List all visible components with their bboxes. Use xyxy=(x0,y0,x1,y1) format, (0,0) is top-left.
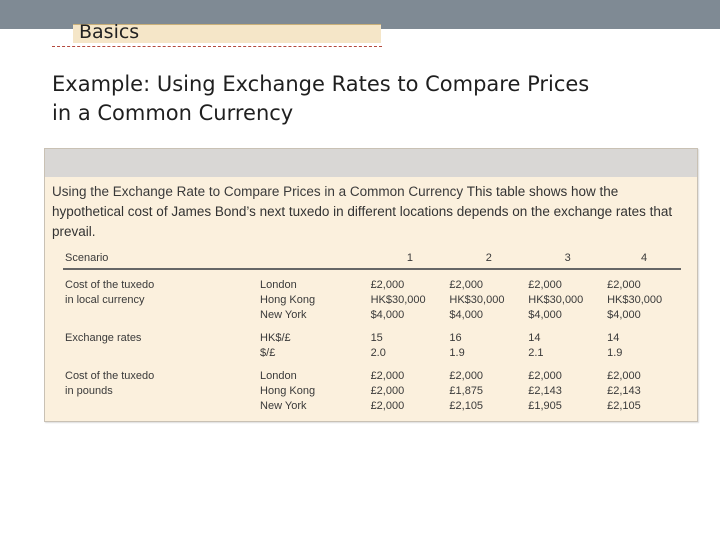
table-row: Cost of the tuxedo London £2,000 £2,000 … xyxy=(63,278,681,293)
table-cell: $4,000 xyxy=(528,309,562,321)
row-label: New York xyxy=(260,400,307,412)
table-cell: £2,000 xyxy=(528,370,562,382)
panel-header-bar xyxy=(45,149,697,177)
table-cell: $4,000 xyxy=(449,309,484,321)
row-label: Hong Kong xyxy=(260,294,316,306)
table-cell: £2,000 xyxy=(370,279,405,291)
row-label: New York xyxy=(260,309,307,321)
table-cell: 2.0 xyxy=(370,347,386,359)
table-cell: 14 xyxy=(528,332,541,344)
table-cell: £2,105 xyxy=(607,400,641,412)
header-location xyxy=(260,250,371,270)
table-cell: 1.9 xyxy=(449,347,465,359)
caption-title: Using the Exchange Rate to Compare Price… xyxy=(52,184,464,199)
table-cell: $4,000 xyxy=(607,309,641,321)
slide-title-line-2: in a Common Currency xyxy=(52,101,294,125)
caption-body: This table shows how the hypothetical co… xyxy=(52,184,673,239)
table-cell: HK$30,000 xyxy=(370,294,426,306)
group-label: Cost of the tuxedo xyxy=(65,279,155,291)
figure-caption: Using the Exchange Rate to Compare Price… xyxy=(52,182,692,242)
table-cell: $4,000 xyxy=(370,309,405,321)
table-cell: HK$30,000 xyxy=(607,294,663,306)
dashed-divider xyxy=(52,46,382,47)
exchange-rate-table: Scenario 1 2 3 4 Cost of the tuxedo Lond… xyxy=(63,250,681,414)
group-label: Exchange rates xyxy=(65,332,142,344)
table-row: New York $4,000 $4,000 $4,000 $4,000 xyxy=(63,308,681,323)
table-row: Exchange rates HK$/£ 15 16 14 14 xyxy=(63,331,681,346)
table-row: $/£ 2.0 1.9 2.1 1.9 xyxy=(63,346,681,361)
table-cell: £2,000 xyxy=(370,385,405,397)
figure-panel: Using the Exchange Rate to Compare Price… xyxy=(44,148,698,422)
table-row: New York £2,000 £2,105 £1,905 £2,105 xyxy=(63,399,681,414)
table-cell: HK$30,000 xyxy=(528,294,584,306)
row-label: Hong Kong xyxy=(260,385,316,397)
table-cell: £2,143 xyxy=(607,385,641,397)
header-scenario-1: 1 xyxy=(370,250,450,270)
table-row: in pounds Hong Kong £2,000 £1,875 £2,143… xyxy=(63,384,681,399)
table-cell: £2,000 xyxy=(449,279,484,291)
group-label: in local currency xyxy=(65,294,145,306)
table-cell: HK$30,000 xyxy=(449,294,505,306)
table-cell: £2,000 xyxy=(607,370,641,382)
row-label: London xyxy=(260,279,297,291)
table-row: Cost of the tuxedo London £2,000 £2,000 … xyxy=(63,369,681,384)
table-cell: £2,000 xyxy=(370,400,405,412)
table-cell: £2,105 xyxy=(449,400,484,412)
table-cell: £2,000 xyxy=(449,370,484,382)
group-label: in pounds xyxy=(65,385,113,397)
table-cell: 1.9 xyxy=(607,347,623,359)
table-header-row: Scenario 1 2 3 4 xyxy=(63,250,681,270)
table-cell: 16 xyxy=(449,332,462,344)
slide-title-line-1: Example: Using Exchange Rates to Compare… xyxy=(52,72,590,96)
group-label: Cost of the tuxedo xyxy=(65,370,155,382)
table-cell: £2,143 xyxy=(528,385,562,397)
table-cell: 14 xyxy=(607,332,620,344)
row-label: $/£ xyxy=(260,347,276,359)
table-cell: £1,875 xyxy=(449,385,484,397)
header-scenario: Scenario xyxy=(63,250,261,270)
row-label: London xyxy=(260,370,297,382)
header-scenario-4: 4 xyxy=(607,250,681,270)
section-tab xyxy=(73,24,381,43)
table-cell: £1,905 xyxy=(528,400,562,412)
slide-title: Example: Using Exchange Rates to Compare… xyxy=(52,70,672,128)
section-label: Basics xyxy=(79,21,140,43)
header-scenario-3: 3 xyxy=(528,250,608,270)
table-row: in local currency Hong Kong HK$30,000 HK… xyxy=(63,293,681,308)
table-cell: £2,000 xyxy=(528,279,562,291)
table-cell: £2,000 xyxy=(607,279,641,291)
table-cell: £2,000 xyxy=(370,370,405,382)
row-label: HK$/£ xyxy=(260,332,291,344)
header-scenario-2: 2 xyxy=(449,250,529,270)
table-cell: 2.1 xyxy=(528,347,544,359)
table-cell: 15 xyxy=(370,332,383,344)
